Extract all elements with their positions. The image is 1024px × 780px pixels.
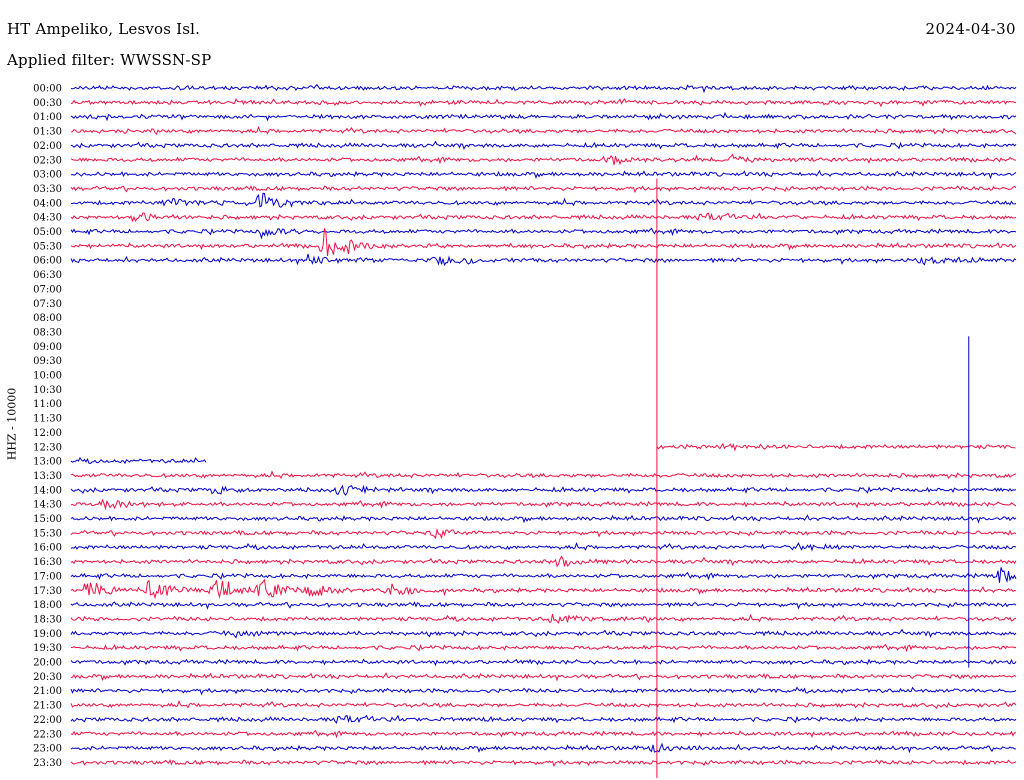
trace-row-1930 xyxy=(70,643,1017,653)
trace-row-1700 xyxy=(70,567,1017,584)
time-tick-label: 22:30 xyxy=(33,729,62,740)
time-tick-label: 20:30 xyxy=(33,672,62,683)
time-tick-label: 17:00 xyxy=(33,571,62,582)
station-title: HT Ampeliko, Lesvos Isl. xyxy=(7,20,201,38)
time-tick-label: 09:30 xyxy=(33,356,62,367)
time-tick-label: 01:00 xyxy=(33,112,62,123)
record-date: 2024-04-30 xyxy=(925,20,1016,38)
time-tick-labels: 00:00 00:30 01:00 01:30 02:00 02:30 03:00 03:30… xyxy=(33,84,62,769)
time-tick-label: 04:30 xyxy=(33,213,62,224)
trace-row-2000 xyxy=(70,658,1017,667)
trace-row-1330 xyxy=(70,470,1017,480)
trace-row-0500 xyxy=(70,227,1017,240)
time-tick-label: 13:00 xyxy=(33,457,62,468)
time-tick-label: 05:30 xyxy=(33,241,62,252)
trace-row-0100 xyxy=(70,111,1017,122)
time-tick-label: 00:00 xyxy=(33,84,62,95)
time-tick-label: 23:00 xyxy=(33,744,62,755)
trace-row-0130 xyxy=(70,125,1017,135)
trace-row-1800 xyxy=(70,601,1017,610)
time-tick-label: 18:00 xyxy=(33,600,62,611)
trace-row-2300 xyxy=(70,742,1017,754)
trace-row-2230 xyxy=(70,729,1017,739)
trace-row-1530 xyxy=(70,528,1017,540)
trace-row-0230 xyxy=(70,153,1017,166)
trace-row-1430 xyxy=(70,498,1017,511)
time-tick-label: 17:30 xyxy=(33,586,62,597)
trace-row-1600 xyxy=(70,542,1017,552)
trace-row-1900 xyxy=(70,628,1017,639)
time-tick-label: 12:30 xyxy=(33,442,62,453)
time-tick-label: 13:30 xyxy=(33,471,62,482)
time-tick-label: 07:30 xyxy=(33,299,62,310)
time-tick-label: 00:30 xyxy=(33,98,62,109)
time-tick-label: 06:30 xyxy=(33,270,62,281)
time-tick-label: 10:30 xyxy=(33,385,62,396)
time-tick-label: 02:00 xyxy=(33,141,62,152)
time-tick-label: 07:00 xyxy=(33,284,62,295)
filter-label: Applied filter: WWSSN-SP xyxy=(7,51,212,69)
time-tick-label: 20:00 xyxy=(33,658,62,669)
time-tick-label: 02:30 xyxy=(33,155,62,166)
trace-row-2030 xyxy=(70,672,1017,682)
trace-row-0030 xyxy=(70,97,1017,108)
trace-row-2200 xyxy=(70,714,1017,724)
trace-row-0000 xyxy=(70,84,1017,94)
time-tick-label: 16:30 xyxy=(33,557,62,568)
trace-row-1400 xyxy=(70,484,1017,496)
trace-row-1830 xyxy=(70,613,1017,625)
seismic-traces xyxy=(70,84,1017,768)
time-tick-label: 15:30 xyxy=(33,528,62,539)
trace-row-2130 xyxy=(70,699,1017,710)
time-tick-label: 06:00 xyxy=(33,256,62,267)
time-tick-label: 21:00 xyxy=(33,686,62,697)
time-tick-label: 03:00 xyxy=(33,170,62,181)
time-tick-label: 19:30 xyxy=(33,643,62,654)
trace-row-0330 xyxy=(70,185,1017,194)
time-tick-label: 22:00 xyxy=(33,715,62,726)
time-tick-label: 10:00 xyxy=(33,371,62,382)
trace-row-1500 xyxy=(70,514,1017,524)
time-tick-label: 11:30 xyxy=(33,414,62,425)
time-tick-label: 14:30 xyxy=(33,500,62,511)
trace-row-1300 xyxy=(70,456,207,465)
time-tick-label: 18:30 xyxy=(33,614,62,625)
time-tick-label: 16:00 xyxy=(33,543,62,554)
time-tick-label: 14:00 xyxy=(33,485,62,496)
trace-row-1730 xyxy=(70,578,1017,600)
time-tick-label: 08:30 xyxy=(33,327,62,338)
trace-row-0200 xyxy=(70,140,1017,150)
time-tick-label: 15:00 xyxy=(33,514,62,525)
time-tick-label: 08:00 xyxy=(33,313,62,324)
time-tick-label: 03:30 xyxy=(33,184,62,195)
transient-spikes xyxy=(656,178,970,778)
trace-row-0530 xyxy=(70,228,1017,257)
time-tick-label: 05:00 xyxy=(33,227,62,238)
time-tick-label: 12:00 xyxy=(33,428,62,439)
time-tick-label: 21:30 xyxy=(33,701,62,712)
trace-row-0430 xyxy=(70,212,1017,223)
trace-row-0300 xyxy=(70,169,1017,180)
time-tick-label: 01:30 xyxy=(33,127,62,138)
trace-row-0600 xyxy=(70,253,1017,267)
trace-row-1630 xyxy=(70,555,1017,568)
time-tick-label: 11:00 xyxy=(33,399,62,410)
time-tick-label: 23:30 xyxy=(33,758,62,769)
trace-row-0400 xyxy=(70,192,1017,208)
time-tick-label: 09:00 xyxy=(33,342,62,353)
trace-row-1230 xyxy=(656,442,1016,452)
trace-row-2100 xyxy=(70,686,1017,696)
trace-row-2330 xyxy=(70,759,1017,768)
time-tick-label: 19:00 xyxy=(33,629,62,640)
time-tick-label: 04:00 xyxy=(33,198,62,209)
